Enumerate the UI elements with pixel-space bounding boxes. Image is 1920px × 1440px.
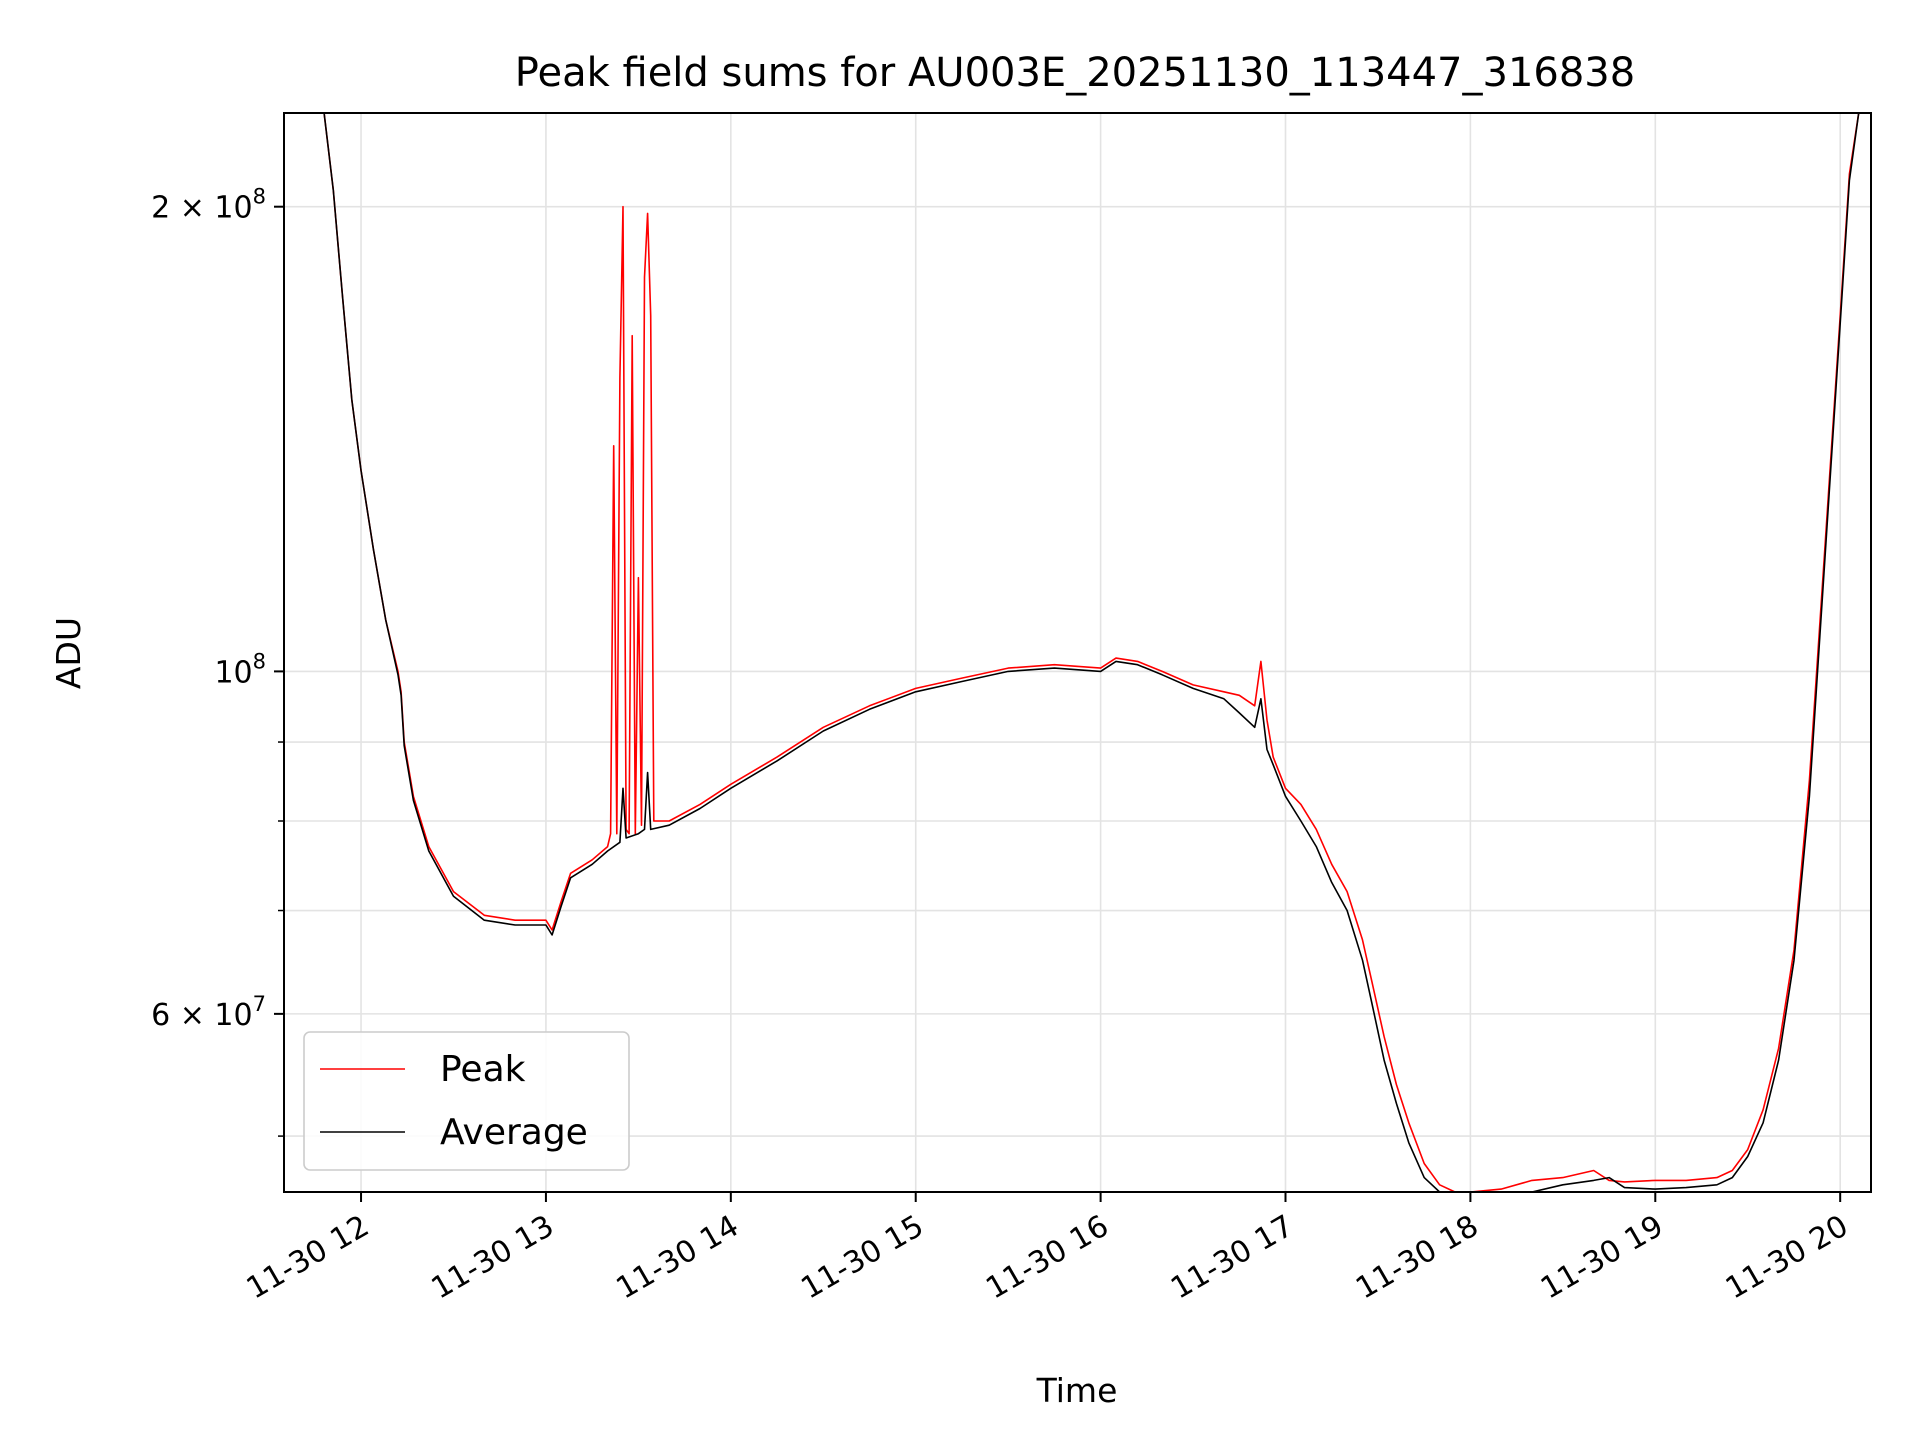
legend-label-peak: Peak: [440, 1049, 526, 1090]
plot-frame: [283, 112, 1872, 1193]
legend-box: [303, 1031, 630, 1171]
x-axis-label: Time: [1036, 1371, 1118, 1410]
series-line-average: [305, 113, 1871, 1192]
y-tick-label: 2 × 108: [151, 185, 266, 226]
y-axis-label: ADU: [49, 617, 88, 689]
legend-label-average: Average: [440, 1112, 588, 1153]
y-tick-label: 108: [214, 649, 266, 690]
gridlines: [284, 113, 1871, 1192]
series-layer: [305, 113, 1871, 1192]
chart-title: Peak field sums for AU003E_20251130_1134…: [515, 50, 1635, 96]
y-tick-label: 6 × 107: [151, 992, 266, 1033]
legend: Peak Average: [303, 1031, 630, 1171]
